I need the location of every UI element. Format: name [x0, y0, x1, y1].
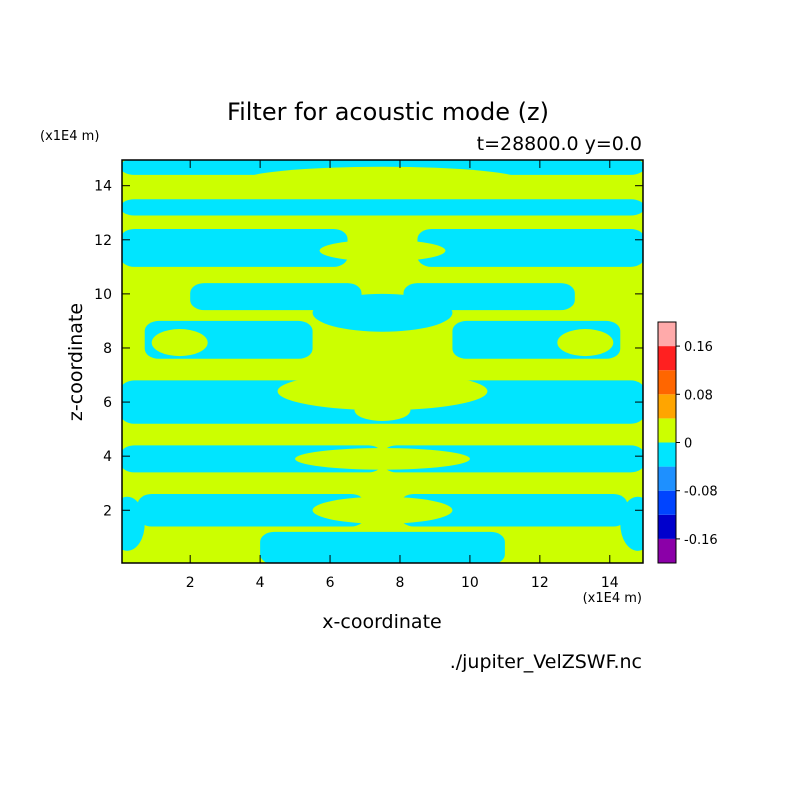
colorbar-tick-label: -0.08 [684, 485, 718, 500]
y-tick-label: 2 [103, 503, 112, 519]
pos-upper-center [319, 239, 446, 262]
y-unit-label: (x1E4 m) [40, 129, 99, 144]
contour-field [122, 160, 643, 563]
y-tick-label: 6 [103, 395, 112, 411]
neg-bottom-left [122, 496, 145, 551]
x-tick-label: 12 [531, 575, 549, 591]
neg-band-8-left [137, 494, 366, 527]
source-file-label: ./jupiter_VelZSWF.nc [450, 651, 642, 673]
colorbar-swatch [658, 370, 676, 395]
y-tick-label: 4 [103, 449, 112, 465]
pos-center-6 [277, 372, 488, 411]
pos-ring-left [151, 329, 208, 357]
pos-center-8 [326, 334, 439, 362]
x-tick-label: 10 [461, 575, 479, 591]
y-tick-label: 12 [94, 233, 112, 249]
pos-center-4 [295, 448, 470, 470]
colorbar-swatch [658, 322, 676, 347]
pos-ring-right [557, 329, 614, 357]
neg-band-3-right [417, 228, 643, 267]
neg-band-8-right [399, 494, 628, 527]
colorbar-swatch [658, 346, 676, 371]
colorbar-swatch [658, 514, 676, 539]
colorbar-tick-label: 0.08 [684, 388, 713, 403]
x-tick-label: 14 [601, 575, 619, 591]
y-tick-label: 14 [94, 179, 112, 195]
colorbar-swatch [658, 538, 676, 563]
colorbar-tick-label: -0.16 [684, 533, 718, 548]
x-tick-label: 6 [326, 575, 335, 591]
x-axis-ticks: 2 4 6 8 10 12 14 [186, 160, 619, 591]
x-tick-label: 2 [186, 575, 195, 591]
y-tick-label: 10 [94, 287, 112, 303]
colorbar-tick-label: 0 [684, 437, 692, 452]
colorbar-swatch [658, 442, 676, 467]
colorbar: -0.16 -0.08 0 0.08 0.16 [657, 321, 718, 564]
y-axis-label: z-coordinate [65, 303, 87, 421]
plot-frame [121, 159, 644, 564]
y-axis-ticks: 2 4 6 8 10 12 14 [94, 179, 643, 519]
neg-band-4-left [190, 283, 362, 311]
pos-top-center [242, 166, 523, 194]
x-tick-label: 8 [396, 575, 405, 591]
colorbar-swatch [658, 394, 676, 419]
neg-bottom-right [620, 496, 643, 551]
colorbar-swatch [658, 466, 676, 491]
neg-band-4-right [403, 283, 575, 311]
x-axis-label: x-coordinate [322, 611, 441, 633]
neg-center-9 [312, 293, 453, 332]
neg-band-bottom [260, 531, 505, 563]
x-tick-label: 4 [256, 575, 265, 591]
pos-center-2 [312, 496, 453, 524]
neg-band-3-left [122, 228, 348, 267]
colorbar-tick-label: 0.16 [684, 340, 713, 355]
y-tick-label: 8 [103, 341, 112, 357]
colorbar-swatch [658, 418, 676, 443]
colorbar-swatch [658, 490, 676, 515]
pos-center-5 [354, 399, 411, 422]
chart-subtitle: t=28800.0 y=0.0 [477, 133, 642, 155]
chart-title: Filter for acoustic mode (z) [227, 98, 549, 126]
neg-band-2 [122, 199, 643, 216]
x-unit-label: (x1E4 m) [583, 591, 642, 606]
